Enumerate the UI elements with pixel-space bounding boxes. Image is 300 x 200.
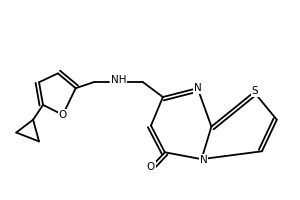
Text: O: O	[59, 110, 67, 120]
Text: N: N	[200, 155, 207, 165]
Text: O: O	[147, 162, 155, 172]
Text: NH: NH	[110, 75, 126, 85]
Text: S: S	[252, 86, 258, 96]
Text: N: N	[194, 83, 201, 93]
